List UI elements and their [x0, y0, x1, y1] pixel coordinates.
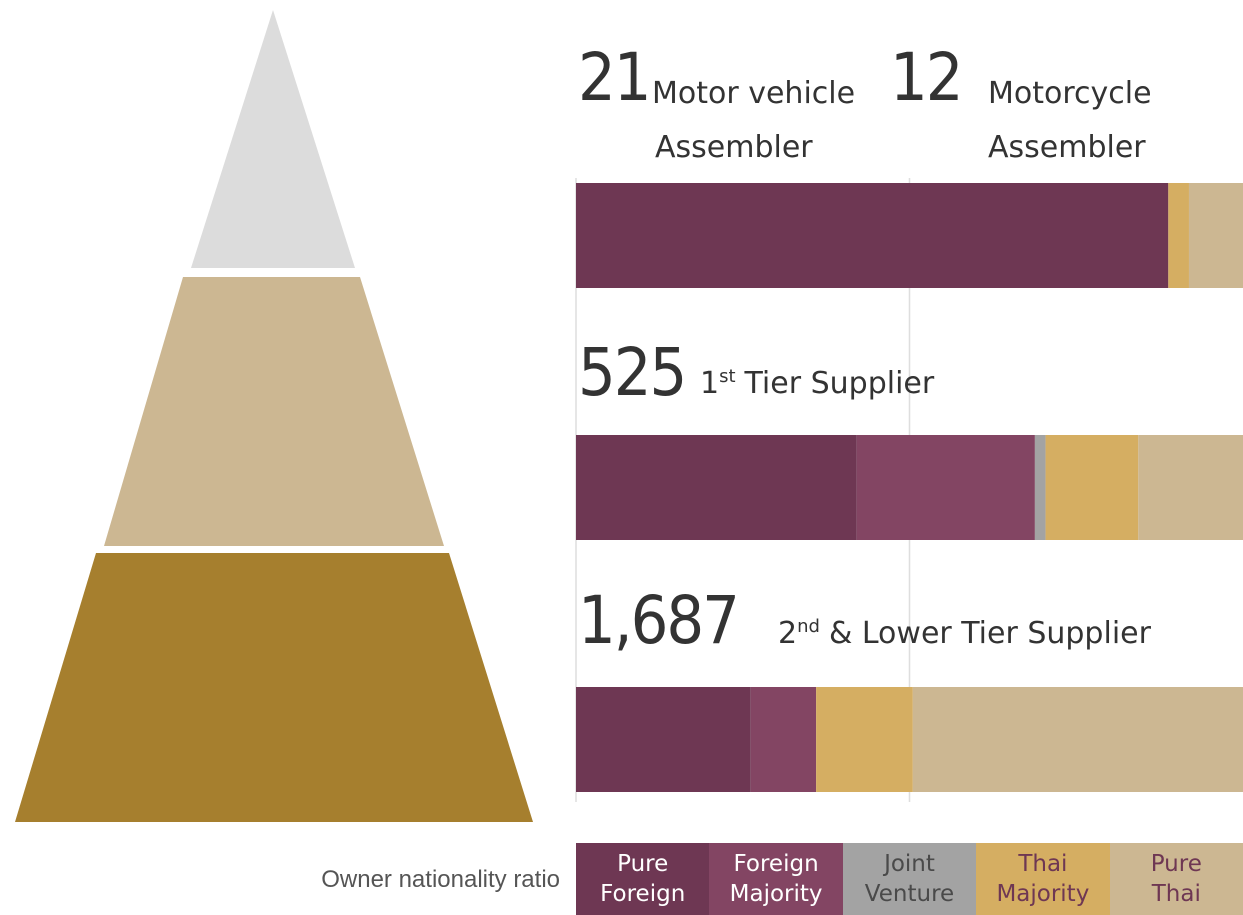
count: 21 — [578, 39, 650, 116]
legend-label: Pure Foreign — [600, 851, 686, 907]
label: 2nd & Lower Tier Supplier — [778, 616, 1152, 651]
label-text: & Lower Tier Supplier — [829, 616, 1152, 651]
bar-segment — [1188, 183, 1243, 288]
bar-segment — [750, 687, 817, 792]
ordinal-suffix: nd — [797, 616, 820, 637]
legend-item: Pure Foreign — [576, 843, 710, 915]
bar-segment — [576, 435, 857, 540]
legend-item: Pure Thai — [1109, 843, 1243, 915]
ordinal-suffix: st — [719, 366, 735, 387]
label: 1st Tier Supplier — [700, 366, 935, 401]
bar-segment — [1045, 435, 1139, 540]
bar-segment — [576, 183, 1169, 288]
legend-label: Thai Majority — [996, 851, 1090, 907]
legend-label: Foreign Majority — [729, 851, 823, 907]
legend-title: Owner nationality ratio — [321, 866, 560, 893]
label: Motorcycle — [988, 76, 1152, 111]
legend-item: Thai Majority — [976, 843, 1110, 915]
pyramid-bottom — [15, 553, 533, 822]
bar-segment — [1034, 435, 1046, 540]
bar-segment — [1138, 435, 1243, 540]
count: 12 — [890, 39, 962, 116]
legend-item: Joint Venture — [842, 843, 977, 915]
bar-segment — [1168, 183, 1189, 288]
legend-label: Pure Thai — [1150, 851, 1202, 907]
bar-segment — [576, 687, 751, 792]
pyramid-middle — [104, 277, 444, 546]
label: Motor vehicle — [652, 76, 855, 111]
ordinal: 1 — [700, 366, 719, 401]
bar-segment — [816, 687, 913, 792]
ordinal: 2 — [778, 616, 797, 651]
label: Assembler — [988, 130, 1146, 165]
label-text: Tier Supplier — [744, 366, 935, 401]
bar-segment — [912, 687, 1243, 792]
count: 1,687 — [578, 582, 738, 659]
pyramid-top — [191, 10, 355, 268]
legend-label: Joint Venture — [864, 851, 955, 907]
count: 525 — [578, 334, 685, 411]
legend-item: Foreign Majority — [709, 843, 843, 915]
bar-segment — [856, 435, 1035, 540]
label: Assembler — [655, 130, 813, 165]
